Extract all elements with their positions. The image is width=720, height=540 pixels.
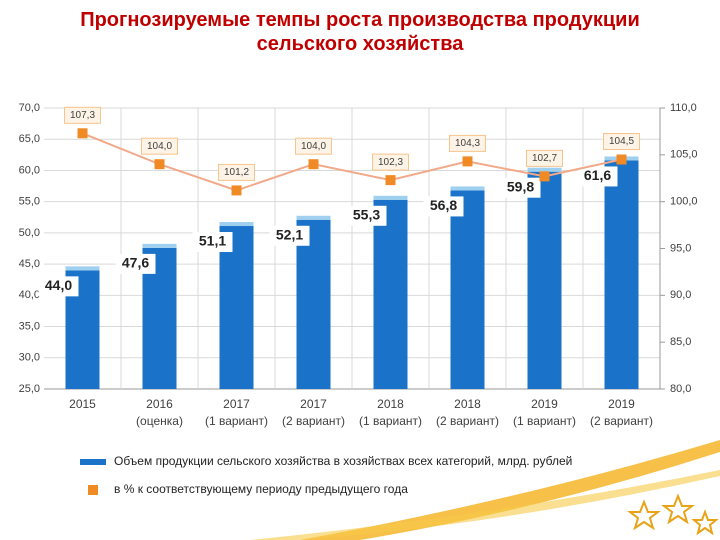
legend-marker (80, 459, 106, 465)
value-label-box (449, 134, 486, 152)
legend-label: в % к соответствующему периоду предыдуще… (114, 482, 408, 496)
value-label: 47,6 (122, 255, 149, 271)
y-tick-label: 35,0 (19, 320, 40, 332)
y2-tick-label: 100,0 (670, 196, 698, 208)
value-label: 104,3 (455, 138, 480, 149)
bar (604, 160, 639, 389)
y-tick-label: 45,0 (19, 258, 40, 270)
value-label-box (192, 232, 233, 253)
y-tick-label: 55,0 (19, 196, 40, 208)
y2-tick-label: 80,0 (670, 383, 691, 395)
bar-cap (373, 195, 408, 200)
line (82, 132, 622, 192)
x-tick-label: 2016 (146, 397, 173, 411)
point (385, 175, 396, 186)
y-tick-label: 30,0 (19, 352, 40, 364)
y-tick-label: 60,0 (19, 164, 40, 176)
y2-tick-label: 90,0 (670, 289, 691, 301)
y-tick-label: 65,0 (19, 133, 40, 145)
point (154, 159, 165, 170)
bar (296, 219, 331, 389)
value-label-box (500, 177, 541, 198)
bar (527, 171, 562, 389)
x-tick-label: 2017 (300, 397, 327, 411)
value-label-box (115, 253, 156, 274)
x-tick-label: 2017 (223, 397, 250, 411)
point (308, 159, 319, 170)
legend-marker (88, 485, 98, 495)
value-label-box (423, 196, 464, 217)
x-tick-label: (1 вариант) (205, 414, 268, 428)
point (539, 171, 550, 182)
x-tick-label: (оценка) (136, 414, 183, 428)
value-label-box (38, 276, 79, 297)
x-tick-label: (1 вариант) (359, 414, 422, 428)
value-label: 102,3 (378, 157, 403, 168)
y-tick-label: 40,0 (19, 289, 40, 301)
decor-stars (627, 493, 719, 536)
y-tick-label: 70,0 (19, 102, 40, 114)
x-tick-label: (1 вариант) (513, 414, 576, 428)
y2-tick-label: 95,0 (670, 242, 691, 254)
bar-cap (450, 186, 485, 191)
value-label: 44,0 (45, 277, 72, 293)
y2-tick-label: 105,0 (670, 149, 698, 161)
x-tick-label: (2 вариант) (282, 414, 345, 428)
bar-cap (142, 243, 177, 248)
point (231, 185, 242, 196)
y2-tick-label: 85,0 (670, 336, 691, 348)
value-label: 104,0 (301, 141, 326, 152)
bar-cap (65, 266, 100, 271)
point (616, 154, 627, 165)
x-tick-label: 2018 (454, 397, 481, 411)
y-tick-label: 50,0 (19, 227, 40, 239)
value-label-box (269, 225, 310, 246)
x-tick-label: (2 вариант) (590, 414, 653, 428)
y-tick-label: 25,0 (19, 383, 40, 395)
value-label: 51,1 (199, 233, 226, 249)
bar (450, 190, 485, 389)
value-label-box (218, 163, 255, 181)
bar-cap (527, 167, 562, 172)
value-label-box (141, 137, 178, 155)
x-tick-label: 2019 (608, 397, 635, 411)
value-label-box (577, 166, 618, 187)
value-label-box (346, 205, 387, 226)
value-label: 61,6 (584, 167, 611, 183)
x-tick-label: (2 вариант) (436, 414, 499, 428)
value-label: 104,0 (147, 141, 172, 152)
chart-title: Прогнозируемые темпы роста производства … (80, 9, 640, 55)
value-label: 101,2 (224, 167, 249, 178)
value-label: 52,1 (276, 226, 303, 242)
value-label: 104,5 (609, 136, 634, 147)
value-label-box (603, 133, 640, 151)
legend-label: Объем продукции сельского хозяйства в хо… (114, 454, 572, 468)
value-label-box (372, 153, 409, 171)
value-label: 55,3 (353, 206, 380, 222)
x-tick-label: 2019 (531, 397, 558, 411)
bar (219, 226, 254, 389)
x-tick-label: 2018 (377, 397, 404, 411)
point (77, 128, 88, 139)
value-label: 107,3 (70, 110, 95, 121)
value-label: 59,8 (507, 178, 534, 194)
value-label-box (295, 137, 332, 155)
value-label: 56,8 (430, 197, 457, 213)
y2-tick-label: 110,0 (670, 102, 697, 114)
value-label-box (64, 106, 101, 124)
bar (373, 199, 408, 389)
point (462, 156, 473, 167)
bar-cap (296, 215, 331, 220)
value-label-box (526, 149, 563, 167)
x-tick-label: 2015 (69, 397, 96, 411)
value-label: 102,7 (532, 153, 557, 164)
bar-cap (219, 222, 254, 227)
